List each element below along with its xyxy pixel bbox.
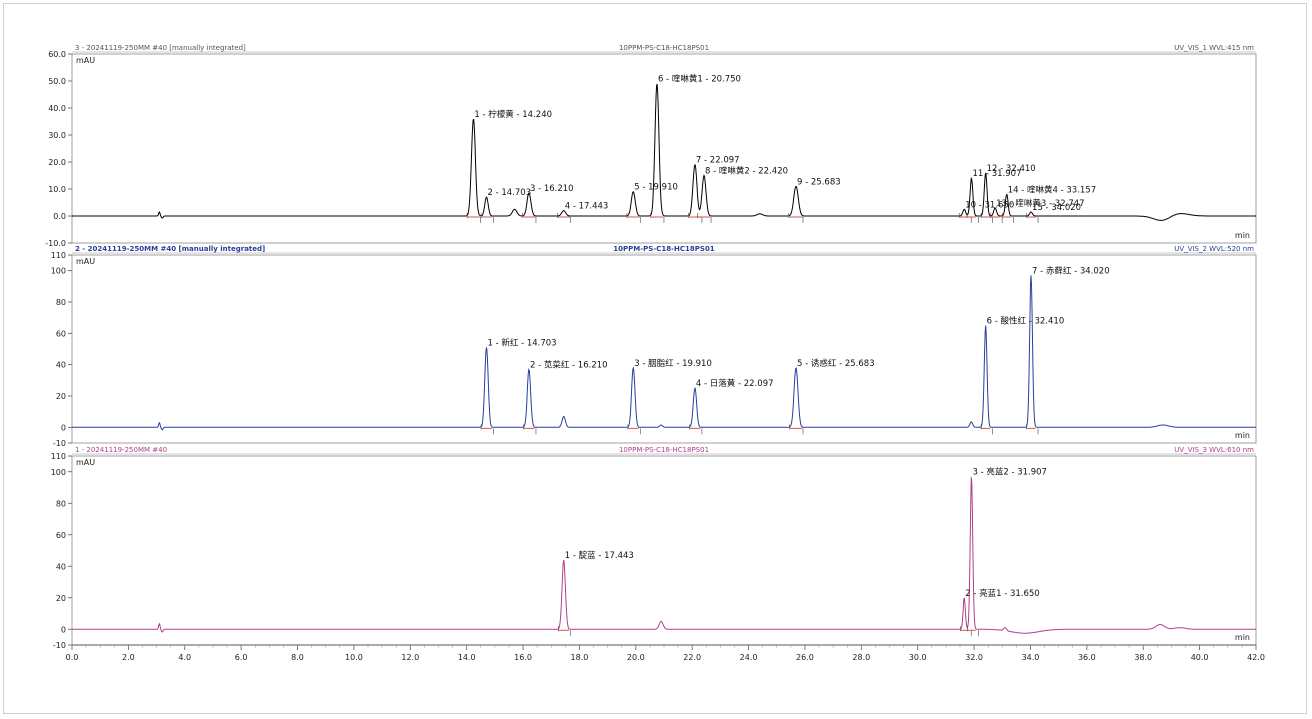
peak-label: 4 - 日落黄 - 22.097	[696, 378, 774, 389]
panel-detector: UV_VIS_3 WVL:610 nm	[1174, 446, 1254, 454]
y-tick-label: 40.0	[48, 104, 66, 113]
peak-label: 3 - 亮蓝2 - 31.907	[972, 466, 1047, 477]
x-axis-unit: min	[1235, 431, 1250, 440]
x-tick-label: 18.0	[571, 653, 589, 662]
plot-area	[71, 455, 1257, 646]
x-axis-unit: min	[1235, 231, 1250, 240]
y-tick-label: 10.0	[48, 185, 66, 194]
x-tick-label: 28.0	[852, 653, 870, 662]
x-tick-label: 34.0	[1022, 653, 1040, 662]
y-tick-label: -10.0	[45, 239, 66, 248]
chromatogram-panel-2: 2 - 20241119-250MM #40 [manually integra…	[51, 245, 1257, 448]
x-axis-unit: min	[1235, 633, 1250, 642]
y-tick-label: 40	[56, 562, 66, 571]
y-axis-label: mAU	[76, 458, 95, 467]
x-tick-label: 36.0	[1078, 653, 1096, 662]
panel-subtitle: 10PPM-PS-C18-HC18PS01	[613, 245, 715, 253]
x-tick-label: 42.0	[1247, 653, 1265, 662]
y-tick-label: 20.0	[48, 158, 66, 167]
y-tick-label: 40	[56, 361, 66, 370]
peak-label: 8 - 喹啉黄2 - 22.420	[705, 166, 788, 177]
panel-detector: UV_VIS_2 WVL:520 nm	[1174, 245, 1254, 253]
peak-label: 12 - 32.410	[987, 164, 1036, 174]
peak-label: 6 - 酸性红 - 32.410	[987, 316, 1065, 327]
peak-label: 15 - 34.020	[1032, 203, 1081, 213]
x-tick-label: 38.0	[1134, 653, 1152, 662]
panel-title: 2 - 20241119-250MM #40 [manually integra…	[75, 245, 265, 253]
y-tick-label: 110	[51, 251, 66, 260]
peak-label: 3 - 胭脂红 - 19.910	[634, 358, 712, 369]
y-tick-label: -10	[53, 641, 66, 650]
x-tick-label: 8.0	[291, 653, 304, 662]
peak-label: 6 - 喹啉黄1 - 20.750	[658, 74, 741, 85]
y-tick-label: 20	[56, 594, 66, 603]
y-tick-label: 60.0	[48, 50, 66, 59]
peak-label: 1 - 新红 - 14.703	[487, 337, 556, 348]
x-tick-label: 12.0	[401, 653, 419, 662]
y-tick-label: -10	[53, 439, 66, 448]
plot-area	[71, 254, 1257, 444]
chromatogram-panel-3: 1 - 20241119-250MM #40 10PPM-PS-C18-HC18P…	[51, 446, 1257, 650]
y-tick-label: 50.0	[48, 77, 66, 86]
panel-subtitle: 10PPM-PS-C18-HC18PS01	[619, 44, 709, 52]
y-axis-label: mAU	[76, 257, 95, 266]
y-tick-label: 110	[51, 452, 66, 461]
y-tick-label: 0.0	[53, 212, 66, 221]
peak-label: 1 - 柠檬黄 - 14.240	[474, 109, 552, 120]
x-tick-label: 24.0	[740, 653, 758, 662]
plot-area	[71, 53, 1257, 244]
y-tick-label: 80	[56, 499, 66, 508]
x-tick-label: 2.0	[122, 653, 135, 662]
x-tick-label: 0.0	[66, 653, 79, 662]
y-tick-label: 80	[56, 298, 66, 307]
peak-label: 14 - 喹啉黄4 - 33.157	[1008, 184, 1096, 195]
x-tick-label: 40.0	[1191, 653, 1209, 662]
x-tick-label: 16.0	[514, 653, 532, 662]
peak-label: 13 - 喹啉黄3 - 32.747	[996, 198, 1084, 209]
panel-title: 1 - 20241119-250MM #40	[75, 446, 167, 454]
peak-label: 3 - 16.210	[530, 184, 574, 194]
panel-title: 3 - 20241119-250MM #40 [manually integra…	[75, 44, 246, 52]
y-tick-label: 30.0	[48, 131, 66, 140]
peak-label: 10 - 31.650	[965, 200, 1014, 210]
y-tick-label: 20	[56, 392, 66, 401]
peak-label: 9 - 25.683	[797, 177, 841, 187]
x-tick-label: 30.0	[909, 653, 927, 662]
peak-label: 7 - 22.097	[696, 156, 740, 166]
peak-label: 2 - 14.703	[487, 188, 531, 198]
signal-trace	[72, 275, 1256, 431]
peak-label: 2 - 亮蓝1 - 31.650	[965, 588, 1039, 599]
x-axis: 0.0 2.0 4.0 6.0 8.0 10.0 12.0 14.0 16.0 18.0 20.0 2…	[66, 644, 1265, 662]
y-tick-label: 0	[61, 625, 66, 634]
signal-trace	[72, 477, 1256, 634]
peak-label: 5 - 诱惑红 - 25.683	[797, 358, 875, 369]
y-tick-label: 100	[51, 267, 66, 276]
peak-label: 2 - 苋菜红 - 16.210	[530, 359, 608, 370]
x-tick-label: 6.0	[235, 653, 248, 662]
panel-detector: UV_VIS_1 WVL:415 nm	[1174, 44, 1254, 52]
signal-trace	[72, 83, 1256, 221]
x-tick-label: 22.0	[683, 653, 701, 662]
x-tick-label: 4.0	[178, 653, 191, 662]
peak-label: 7 - 赤藓红 - 34.020	[1032, 265, 1110, 276]
y-tick-label: 60	[56, 531, 66, 540]
chromatogram-panel-1: 3 - 20241119-250MM #40 [manually integra…	[45, 44, 1257, 248]
peak-label: 4 - 17.443	[565, 202, 609, 212]
peak-label: 5 - 19.910	[634, 183, 678, 193]
y-tick-label: 0	[61, 423, 66, 432]
peak-label: 1 - 靛蓝 - 17.443	[565, 550, 634, 561]
y-axis-label: mAU	[76, 56, 95, 65]
x-tick-label: 32.0	[965, 653, 983, 662]
report-frame	[3, 3, 1307, 714]
peak-label: 11 - 31.907	[972, 169, 1021, 179]
x-tick-label: 10.0	[345, 653, 363, 662]
y-tick-label: 60	[56, 329, 66, 338]
x-tick-label: 26.0	[796, 653, 814, 662]
x-tick-label: 20.0	[627, 653, 645, 662]
x-tick-label: 14.0	[458, 653, 476, 662]
y-tick-label: 100	[51, 468, 66, 477]
panel-subtitle: 10PPM-PS-C18-HC18PS01	[619, 446, 709, 454]
